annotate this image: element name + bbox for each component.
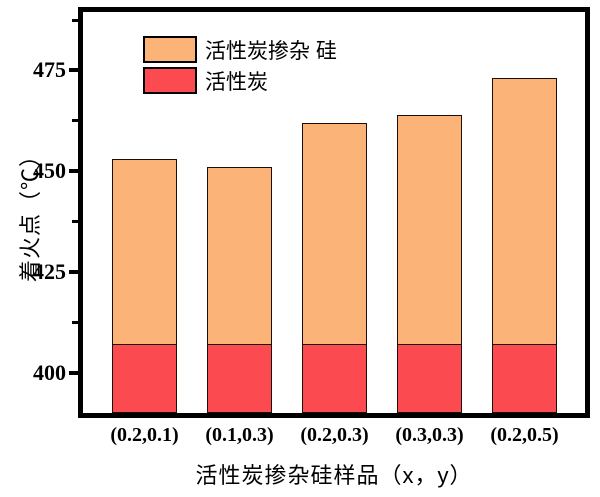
- bar-activated-carbon-1: [207, 344, 272, 413]
- y-axis-title: 着火点（℃）: [18, 143, 43, 283]
- y-major-tick: [69, 68, 78, 73]
- x-axis-title: 活性炭掺杂硅样品（x，y）: [195, 463, 473, 488]
- y-major-tick: [69, 169, 78, 174]
- legend-item-activated-carbon: 活性炭: [143, 67, 337, 94]
- legend-label-activated-carbon: 活性炭: [205, 70, 268, 94]
- y-axis: 400 425 450 475: [0, 0, 78, 497]
- bar-activated-carbon-4: [492, 344, 557, 413]
- bar-activated-carbon-0: [112, 344, 177, 413]
- plot-area: 活性炭掺杂 硅 活性炭: [83, 12, 585, 413]
- y-tick-label: 400: [33, 359, 66, 385]
- y-minor-tick: [72, 320, 78, 324]
- legend-swatch-doped-carbon: [143, 36, 197, 63]
- x-category-label: (0.2,0.1): [110, 424, 179, 446]
- x-category-label: (0.1,0.3): [205, 424, 274, 446]
- y-major-tick: [69, 269, 78, 274]
- legend-swatch-activated-carbon: [143, 67, 197, 94]
- x-category-label: (0.2,0.3): [300, 424, 369, 446]
- legend: 活性炭掺杂 硅 活性炭: [143, 36, 337, 98]
- y-minor-tick: [72, 119, 78, 123]
- legend-label-doped-carbon: 活性炭掺杂 硅: [205, 39, 337, 63]
- y-minor-tick: [72, 220, 78, 224]
- x-category-label: (0.2,0.5): [490, 424, 559, 446]
- y-tick-label: 450: [33, 158, 66, 184]
- y-major-tick: [69, 370, 78, 375]
- y-tick-label: 425: [33, 258, 66, 284]
- legend-item-doped-carbon: 活性炭掺杂 硅: [143, 36, 337, 63]
- x-category-label: (0.3,0.3): [395, 424, 464, 446]
- y-minor-tick: [72, 18, 78, 22]
- bar-activated-carbon-2: [302, 344, 367, 413]
- bar-activated-carbon-3: [397, 344, 462, 413]
- y-tick-label: 475: [33, 57, 66, 83]
